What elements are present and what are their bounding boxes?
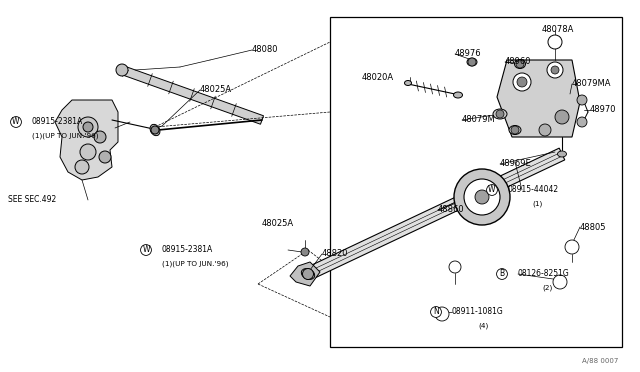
Circle shape xyxy=(565,240,579,254)
Circle shape xyxy=(553,275,567,289)
Text: B: B xyxy=(499,269,504,279)
Text: (1)(UP TO JUN.'96): (1)(UP TO JUN.'96) xyxy=(32,133,99,139)
Circle shape xyxy=(517,77,527,87)
Text: 08126-8251G: 08126-8251G xyxy=(518,269,570,279)
Polygon shape xyxy=(497,60,580,137)
Circle shape xyxy=(548,35,562,49)
Ellipse shape xyxy=(301,269,315,279)
Circle shape xyxy=(516,60,524,68)
Text: 08915-2381A: 08915-2381A xyxy=(162,246,213,254)
Text: W: W xyxy=(142,246,150,254)
Text: 08915-44042: 08915-44042 xyxy=(508,186,559,195)
Circle shape xyxy=(75,160,89,174)
Polygon shape xyxy=(120,66,264,124)
Text: 48080: 48080 xyxy=(252,45,278,55)
Text: 48860: 48860 xyxy=(438,205,465,215)
Text: (4): (4) xyxy=(478,323,488,329)
Text: SEE SEC.492: SEE SEC.492 xyxy=(8,196,56,205)
Circle shape xyxy=(496,110,504,118)
Text: N: N xyxy=(433,308,439,317)
Ellipse shape xyxy=(515,60,525,68)
Circle shape xyxy=(468,58,476,66)
Text: (1)(UP TO JUN.'96): (1)(UP TO JUN.'96) xyxy=(162,261,228,267)
Ellipse shape xyxy=(404,80,412,86)
Circle shape xyxy=(547,62,563,78)
Circle shape xyxy=(78,117,98,137)
Circle shape xyxy=(435,307,449,321)
Circle shape xyxy=(83,122,93,132)
Text: 48805: 48805 xyxy=(580,222,607,231)
Circle shape xyxy=(513,73,531,91)
Ellipse shape xyxy=(116,64,128,76)
Text: 48976: 48976 xyxy=(455,49,482,58)
Ellipse shape xyxy=(454,92,463,98)
Circle shape xyxy=(551,66,559,74)
Circle shape xyxy=(511,126,519,134)
Text: (2): (2) xyxy=(542,285,552,291)
Text: 48970: 48970 xyxy=(590,106,616,115)
Polygon shape xyxy=(290,262,320,286)
Circle shape xyxy=(94,131,106,143)
Circle shape xyxy=(577,95,587,105)
Polygon shape xyxy=(305,148,564,280)
Text: W: W xyxy=(12,118,20,126)
Circle shape xyxy=(301,248,309,256)
Ellipse shape xyxy=(467,58,477,66)
Ellipse shape xyxy=(493,109,507,119)
Text: 48025A: 48025A xyxy=(200,86,232,94)
Circle shape xyxy=(449,261,461,273)
Circle shape xyxy=(577,117,587,127)
Circle shape xyxy=(80,144,96,160)
Text: 48020A: 48020A xyxy=(362,73,394,81)
Text: 48079MA: 48079MA xyxy=(572,80,611,89)
Text: 48969E: 48969E xyxy=(500,160,532,169)
Ellipse shape xyxy=(557,151,566,157)
Text: 48025A: 48025A xyxy=(262,219,294,228)
Text: 08911-1081G: 08911-1081G xyxy=(452,308,504,317)
Polygon shape xyxy=(55,100,118,180)
Circle shape xyxy=(475,190,489,204)
Circle shape xyxy=(99,151,111,163)
Ellipse shape xyxy=(150,124,160,136)
Text: (1): (1) xyxy=(532,201,542,207)
Ellipse shape xyxy=(509,125,521,135)
Text: 48079M: 48079M xyxy=(462,115,496,125)
Circle shape xyxy=(555,110,569,124)
Bar xyxy=(330,17,622,347)
Text: 48960: 48960 xyxy=(505,58,531,67)
Circle shape xyxy=(539,124,551,136)
Text: 48078A: 48078A xyxy=(542,26,574,35)
Circle shape xyxy=(151,126,159,134)
Circle shape xyxy=(454,169,510,225)
Text: W: W xyxy=(488,186,496,195)
Circle shape xyxy=(303,269,314,279)
Text: 08915-2381A: 08915-2381A xyxy=(32,118,83,126)
Text: 48820: 48820 xyxy=(322,250,349,259)
Circle shape xyxy=(464,179,500,215)
Text: A/88 0007: A/88 0007 xyxy=(582,358,618,364)
